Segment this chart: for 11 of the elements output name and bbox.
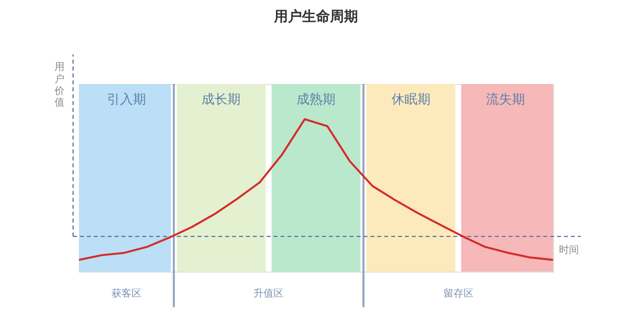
y-axis-title: 用户价值: [53, 62, 64, 109]
text: 成熟期: [296, 92, 336, 108]
text: 升值区: [254, 287, 284, 300]
chart-title: 用户生命周期: [273, 8, 358, 26]
text: 获客区: [111, 287, 142, 300]
text: 留存区: [443, 287, 474, 300]
text: 休眠期: [391, 92, 430, 108]
x-axis-title: 时间: [559, 244, 580, 256]
text: 成长期: [202, 92, 241, 108]
text: 流失期: [486, 92, 526, 108]
text: 引入期: [106, 92, 146, 108]
